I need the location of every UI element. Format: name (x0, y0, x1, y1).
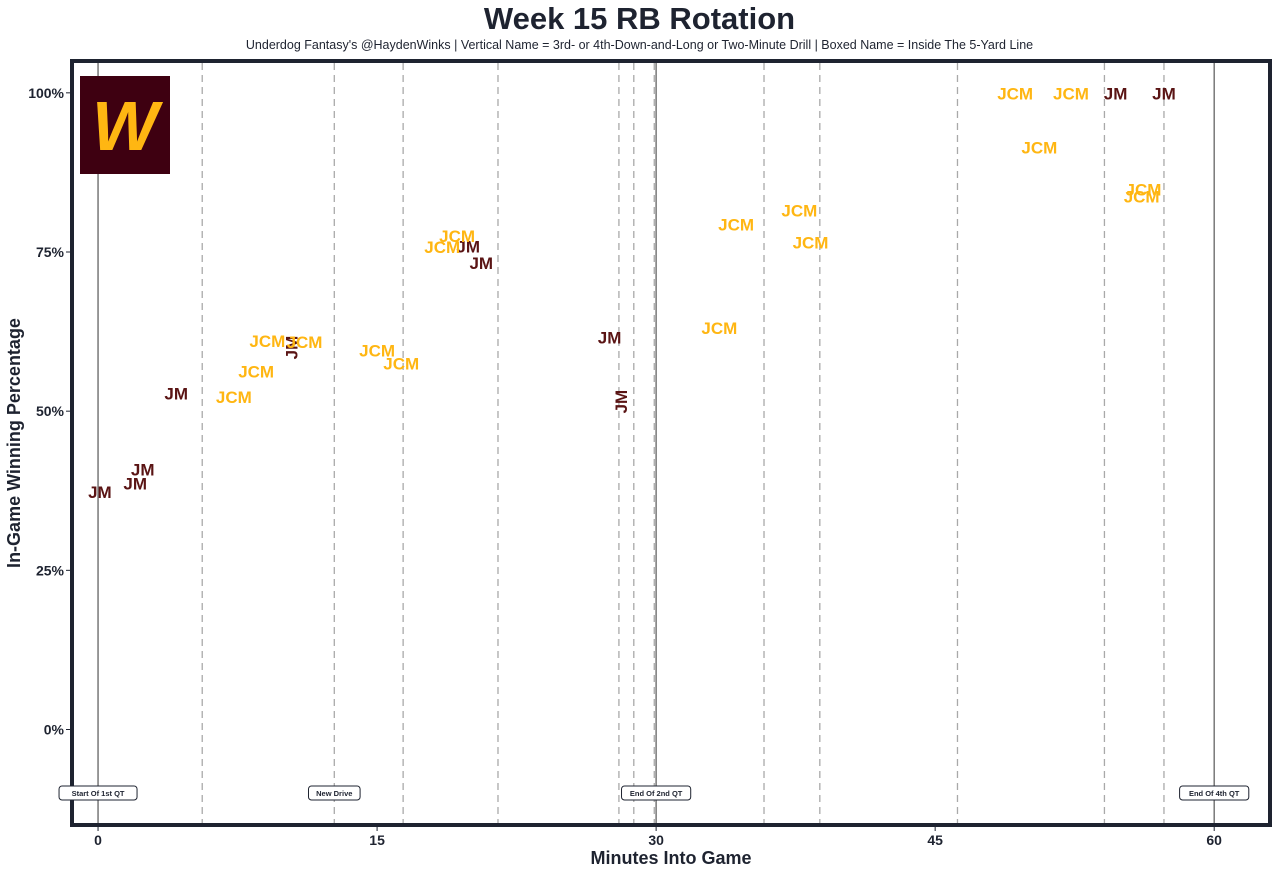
event-label: Start Of 1st QT (72, 789, 125, 798)
point-label-jcm: JCM (287, 333, 323, 352)
point-label-jcm: JCM (359, 342, 395, 361)
point-label-jcm: JCM (1021, 139, 1057, 158)
point-label-jcm: JCM (383, 354, 419, 373)
reference-lines (97, 63, 1215, 823)
event-label-box (307, 785, 361, 801)
point-label-jcm: JCM (781, 202, 817, 221)
x-tick-label: 60 (1206, 832, 1222, 848)
point-label-jm: JM (456, 237, 480, 256)
point-label-jcm: JCM (718, 216, 754, 235)
chart-title: Week 15 RB Rotation (483, 1, 796, 36)
event-labels: Start Of 1st QT New Drive End Of 2nd QT End… (58, 785, 1250, 801)
team-logo: W (80, 76, 170, 174)
y-tick-label: 75% (36, 244, 65, 260)
point-label-jm: JM (598, 328, 622, 347)
point-label-jcm: JCM (1053, 84, 1089, 103)
point-label-jcm: JCM (1126, 181, 1162, 200)
x-tick-label: 30 (648, 832, 664, 848)
y-tick-label: 0% (44, 722, 65, 738)
point-label-jcm: JCM (1124, 188, 1160, 207)
point-label-jm: JM (283, 336, 302, 360)
x-tick-label: 0 (94, 832, 102, 848)
point-label-jm: JM (123, 475, 147, 494)
team-logo-background (80, 76, 170, 174)
y-axis-label: In-Game Winning Percentage (4, 318, 24, 568)
plot-frame (70, 59, 1272, 827)
event-label: End Of 4th QT (1189, 789, 1240, 798)
point-label-jcm: JCM (439, 227, 475, 246)
point-label-jm: JM (131, 461, 155, 480)
point-label-jcm: JCM (701, 319, 737, 338)
y-tick-label: 100% (28, 85, 64, 101)
point-label-jm: JM (612, 390, 631, 414)
point-label-jm: JM (88, 483, 112, 502)
team-logo-letter: W (92, 87, 164, 165)
event-label-box (1179, 785, 1250, 801)
event-label: New Drive (316, 789, 352, 798)
point-label-jcm: JCM (793, 233, 829, 252)
point-label-jm: JM (1152, 84, 1176, 103)
chart-subtitle: Underdog Fantasy's @HaydenWinks | Vertic… (245, 38, 1034, 52)
x-tick-label: 45 (927, 832, 943, 848)
point-label-jcm: JCM (997, 84, 1033, 103)
y-tick-label: 25% (36, 562, 65, 578)
point-label-jm: JM (1104, 84, 1128, 103)
event-label: End Of 2nd QT (630, 789, 683, 798)
point-label-jcm: JCM (424, 238, 460, 257)
y-tick-label: 50% (36, 403, 65, 419)
event-label-box (621, 785, 692, 801)
axes: 0 15 30 45 60 0% 25% 50% 75% 100% (28, 85, 1222, 848)
point-label-jm: JM (469, 254, 493, 273)
x-axis-label: Minutes Into Game (590, 848, 751, 868)
event-label-box (58, 785, 138, 801)
point-label-jcm: JCM (216, 388, 252, 407)
point-label-jcm: JCM (249, 332, 285, 351)
point-label-jcm: JCM (238, 363, 274, 382)
x-tick-label: 15 (369, 832, 385, 848)
point-label-jm: JM (164, 384, 188, 403)
